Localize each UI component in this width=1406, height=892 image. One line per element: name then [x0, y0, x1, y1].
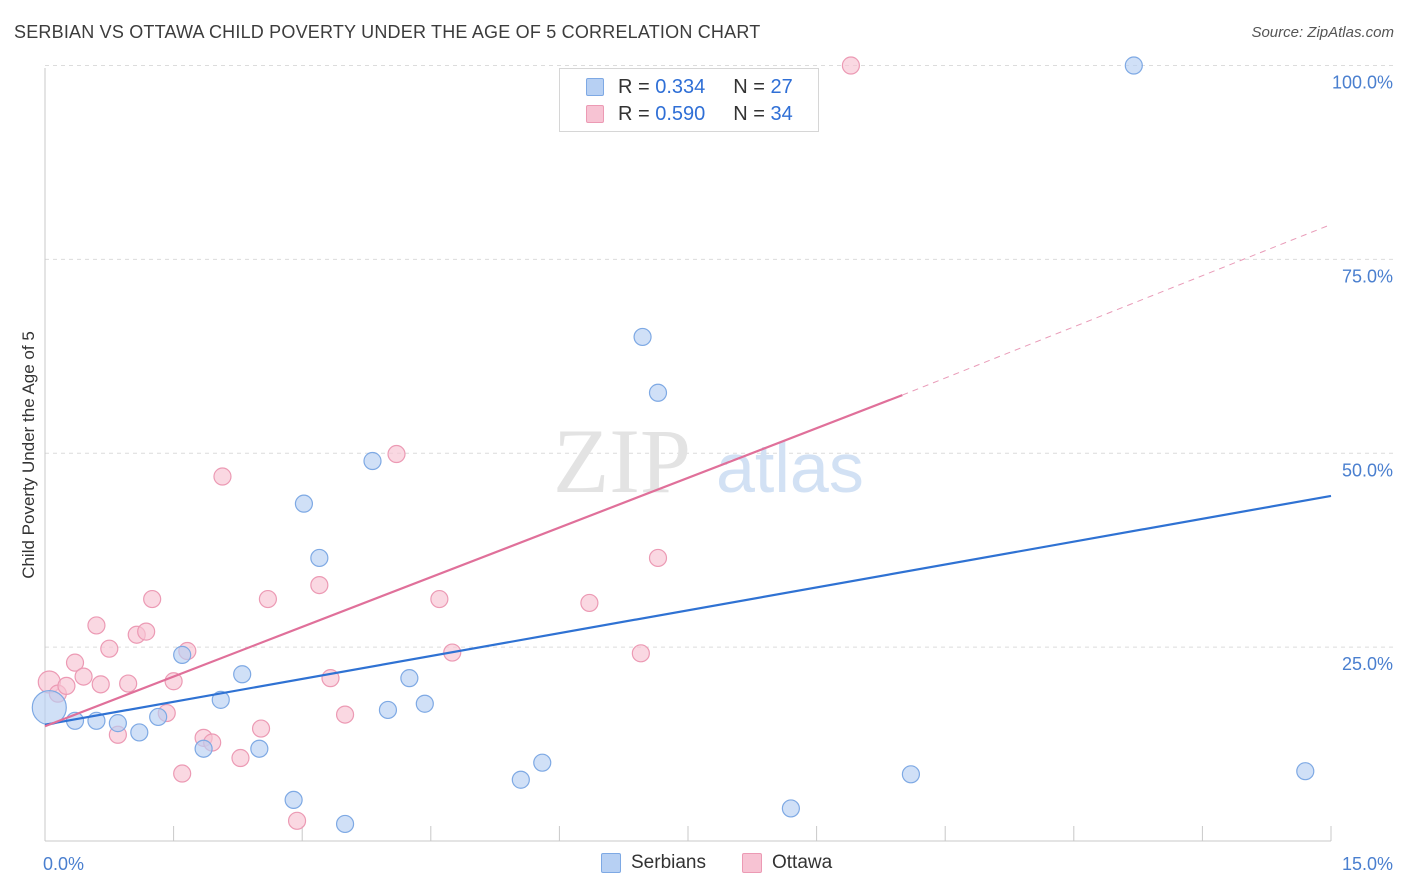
serbians-point: [1296, 762, 1315, 781]
serbians-trend-line: [44, 494, 1332, 726]
serbians-point: [781, 799, 800, 818]
serbians-point: [284, 790, 303, 809]
serbians-point: [211, 690, 230, 709]
series-legend: Serbians Ottawa: [0, 852, 1406, 878]
watermark-atlas: atlas: [716, 429, 864, 507]
serbians-point: [415, 694, 434, 713]
serbians-point: [363, 451, 382, 471]
legend-row-ottawa: R = 0.590 N = 34: [586, 101, 793, 127]
ottawa-point: [310, 575, 329, 595]
ottawa-swatch: [742, 853, 762, 873]
ottawa-point: [580, 593, 599, 613]
serbians-point: [533, 753, 552, 772]
ottawa-point: [430, 589, 449, 609]
grid-lines: [45, 65, 1394, 648]
serbians-point: [149, 707, 168, 727]
legend-n-label: N =: [733, 102, 765, 125]
serbians-swatch: [601, 853, 621, 873]
source-credit: Source: ZipAtlas.com: [1251, 24, 1394, 41]
legend-label-ottawa: Ottawa: [772, 852, 833, 873]
ottawa-trend-line: [44, 394, 903, 728]
ottawa-point: [173, 764, 192, 783]
serbians-point: [335, 814, 355, 834]
ottawa-point: [251, 719, 271, 738]
ottawa-point: [87, 616, 106, 635]
ottawa-point: [387, 444, 406, 464]
serbians-point: [511, 770, 530, 789]
legend-n-label: N =: [733, 75, 765, 98]
correlation-legend: R = 0.334 N = 27 R = 0.590 N = 34: [559, 68, 819, 132]
serbians-point: [194, 739, 213, 758]
ottawa-point: [65, 653, 85, 672]
y-axis-label: Child Poverty Under the Age of 5: [19, 331, 38, 579]
serbians-point: [108, 714, 127, 733]
legend-item-serbians: Serbians: [601, 852, 706, 874]
ottawa-point: [74, 667, 93, 686]
ottawa-point: [57, 676, 76, 696]
ottawa-swatch: [586, 105, 604, 123]
chart-title: SERBIAN VS OTTAWA CHILD POVERTY UNDER TH…: [14, 22, 761, 42]
serbians-swatch: [586, 78, 604, 96]
legend-n-value: 27: [770, 75, 793, 98]
y-tick-label: 25.0%: [1342, 654, 1393, 674]
ottawa-point: [841, 56, 860, 75]
x-tick-label-min: 0.0%: [43, 854, 84, 874]
serbians-point: [173, 645, 192, 664]
legend-r-label: R =: [618, 75, 650, 98]
legend-row-serbians: R = 0.334 N = 27: [586, 74, 793, 100]
watermark: ZIP atlas: [553, 410, 864, 512]
legend-n-value: 34: [770, 102, 793, 125]
serbians-point: [648, 383, 668, 402]
serbians-point: [378, 700, 398, 720]
ottawa-point: [100, 639, 119, 658]
serbians-point: [250, 739, 269, 758]
ottawa-point: [137, 622, 156, 641]
serbians-point: [130, 723, 149, 742]
serbians-points: [31, 56, 1315, 834]
serbians-point: [1124, 56, 1143, 75]
serbians-point: [310, 548, 329, 568]
tick-labels: 25.0% 50.0% 75.0% 100.0% 0.0% 15.0%: [43, 73, 1393, 874]
ottawa-point: [119, 674, 138, 693]
y-tick-label: 75.0%: [1342, 266, 1393, 286]
serbians-point: [400, 669, 419, 688]
legend-r-value: 0.590: [655, 102, 706, 125]
x-tick-label-max: 15.0%: [1342, 854, 1393, 874]
serbians-point: [294, 494, 314, 513]
ottawa-point: [164, 672, 183, 691]
ottawa-point: [143, 589, 162, 609]
legend-r-label: R =: [618, 102, 650, 125]
watermark-zip: ZIP: [553, 410, 691, 512]
y-tick-label: 50.0%: [1342, 460, 1393, 480]
y-tick-label: 100.0%: [1332, 73, 1393, 93]
ottawa-point: [648, 548, 668, 568]
ottawa-trend-extension: [902, 224, 1332, 396]
ottawa-point: [231, 748, 250, 768]
ottawa-point: [213, 467, 232, 486]
ottawa-point: [287, 811, 307, 830]
ottawa-point: [91, 675, 110, 694]
legend-r-value: 0.334: [655, 75, 706, 98]
trend-lines: [44, 224, 1332, 728]
ottawa-point: [335, 705, 355, 724]
ottawa-point: [258, 589, 278, 609]
serbians-point: [633, 327, 652, 347]
ottawa-point: [631, 644, 650, 663]
legend-item-ottawa: Ottawa: [742, 852, 832, 874]
serbians-point: [901, 765, 921, 784]
legend-label-serbians: Serbians: [631, 852, 706, 873]
serbians-point: [233, 665, 252, 684]
